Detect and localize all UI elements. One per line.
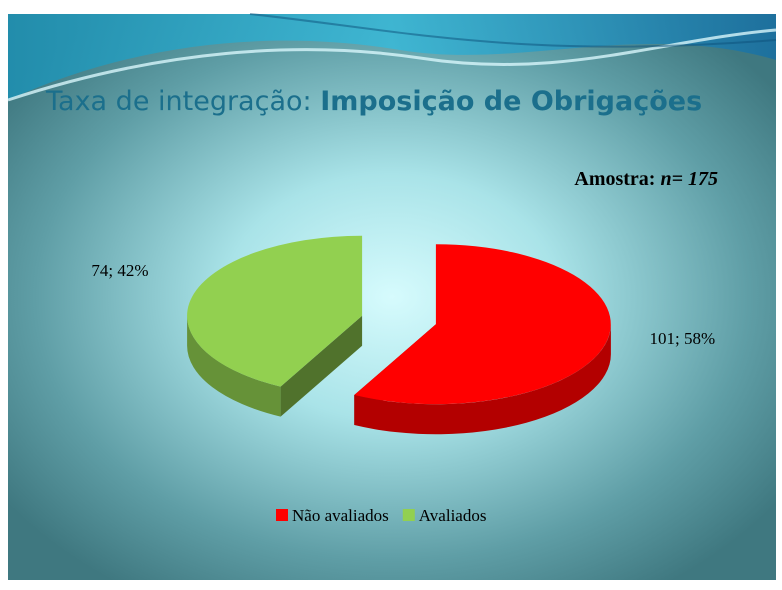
annotation-label: Amostra:: [574, 168, 655, 190]
legend: Não avaliados Avaliados: [276, 506, 486, 525]
subtitle: Imposição de Obrigações: [320, 86, 702, 117]
title: Taxa de integração:: [45, 86, 312, 117]
slice-wall: [187, 315, 281, 417]
data-label: 74; 42%: [91, 261, 148, 280]
background: [8, 14, 776, 580]
legend-swatch: [276, 509, 288, 521]
slice-wall: [354, 324, 611, 435]
annotation: Amostra: n= 175: [574, 168, 718, 190]
chart-title: Taxa de integração: Imposição de Obrigaç…: [45, 86, 702, 117]
slice-side: [280, 315, 363, 417]
wave-line: [249, 13, 777, 48]
data-label: 101; 58%: [650, 329, 716, 348]
wave: [8, 14, 776, 100]
slice: [354, 244, 611, 405]
pie: 101; 58% 74; 42%: [91, 235, 716, 435]
slice: [187, 235, 363, 387]
legend-label: Avaliados: [419, 506, 487, 525]
legend-swatch: [402, 509, 415, 521]
legend-label: Não avaliados: [292, 506, 389, 525]
annotation-value: n= 175: [660, 168, 718, 190]
